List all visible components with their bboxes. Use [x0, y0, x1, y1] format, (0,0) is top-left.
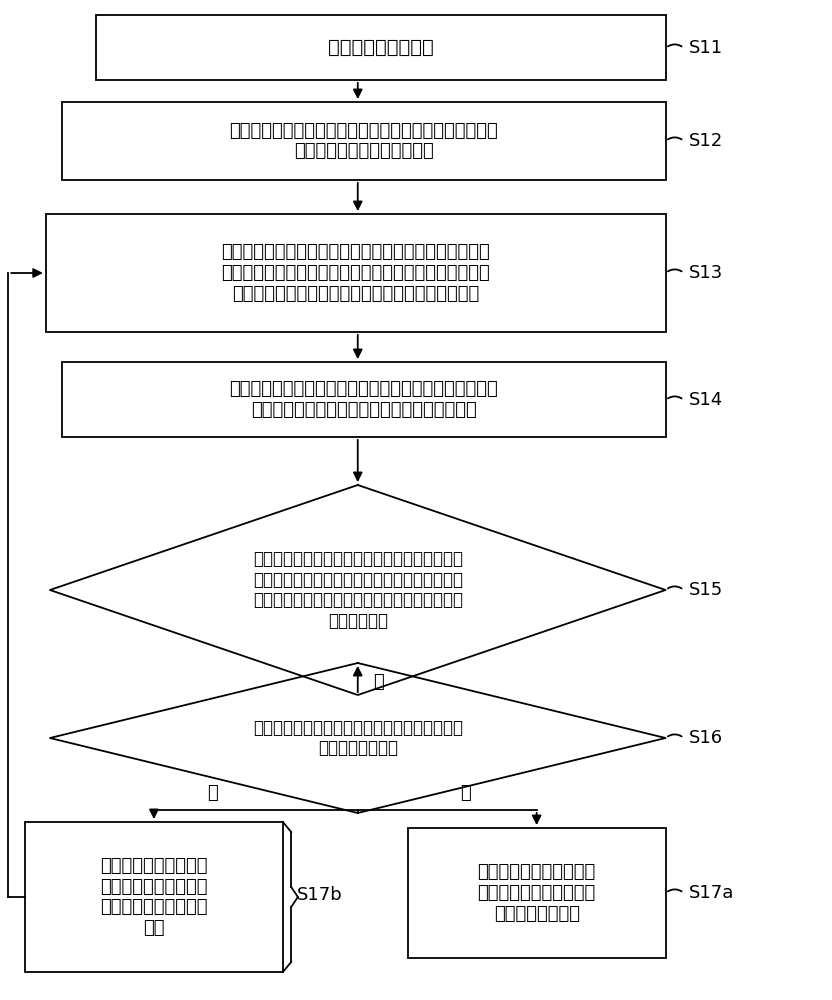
- FancyBboxPatch shape: [96, 15, 666, 80]
- Text: 否: 否: [207, 784, 217, 802]
- Text: 根据原油的分子组成中各单分子的物性，获取原油进行蒸
馏得到的不同馏分的分子组成: 根据原油的分子组成中各单分子的物性，获取原油进行蒸 馏得到的不同馏分的分子组成: [230, 122, 498, 160]
- Text: 根据所有混合产品获取目标参数，判断目标参数
是否符合预设条件: 根据所有混合产品获取目标参数，判断目标参数 是否符合预设条件: [253, 719, 463, 757]
- Text: 获取原油的分子组成: 获取原油的分子组成: [328, 38, 433, 57]
- Text: S16: S16: [689, 729, 723, 747]
- Text: 输出预设原料比例、产物
预测模型和预设规则集合
作为生产加工方案: 输出预设原料比例、产物 预测模型和预设规则集合 作为生产加工方案: [478, 863, 596, 923]
- Text: 根据每组混合产品的分子组成和每种单分子的含
量分别计算每组混合产品的产品物性，判断每组
混合产品的产品物性是否符合预设标准集合中的
任一预设标准: 根据每组混合产品的分子组成和每种单分子的含 量分别计算每组混合产品的产品物性，判…: [253, 550, 463, 630]
- FancyBboxPatch shape: [62, 362, 666, 437]
- Text: 是: 是: [461, 784, 471, 802]
- FancyBboxPatch shape: [46, 214, 666, 332]
- Text: S17b: S17b: [297, 886, 343, 904]
- Text: 按预设原料比例，将相应的各个馏分作为石油加工原料分
别输入相应的石油加工装置的产物预测模型，得到相应的
预测产物的分子组成和预测产物中每种单分子的含量: 按预设原料比例，将相应的各个馏分作为石油加工原料分 别输入相应的石油加工装置的产…: [221, 243, 490, 303]
- FancyBboxPatch shape: [408, 828, 666, 958]
- Text: S12: S12: [689, 132, 723, 150]
- Text: S13: S13: [689, 264, 723, 282]
- Text: S14: S14: [689, 391, 723, 409]
- Text: S15: S15: [689, 581, 723, 599]
- FancyBboxPatch shape: [25, 822, 283, 972]
- Text: 调整预设原料比例、产
物预测模型中的参数和
预设规则集合中的预设
规则: 调整预设原料比例、产 物预测模型中的参数和 预设规则集合中的预设 规则: [100, 857, 208, 937]
- Text: 是: 是: [373, 673, 384, 691]
- Text: S17a: S17a: [689, 884, 735, 902]
- Text: S11: S11: [689, 39, 723, 57]
- Text: 将产品调合原料按预设规则集合进行调合，得到多组混合
产品的分子组成和混合产品中每种单分子的含量: 将产品调合原料按预设规则集合进行调合，得到多组混合 产品的分子组成和混合产品中每…: [230, 380, 498, 419]
- FancyBboxPatch shape: [62, 102, 666, 180]
